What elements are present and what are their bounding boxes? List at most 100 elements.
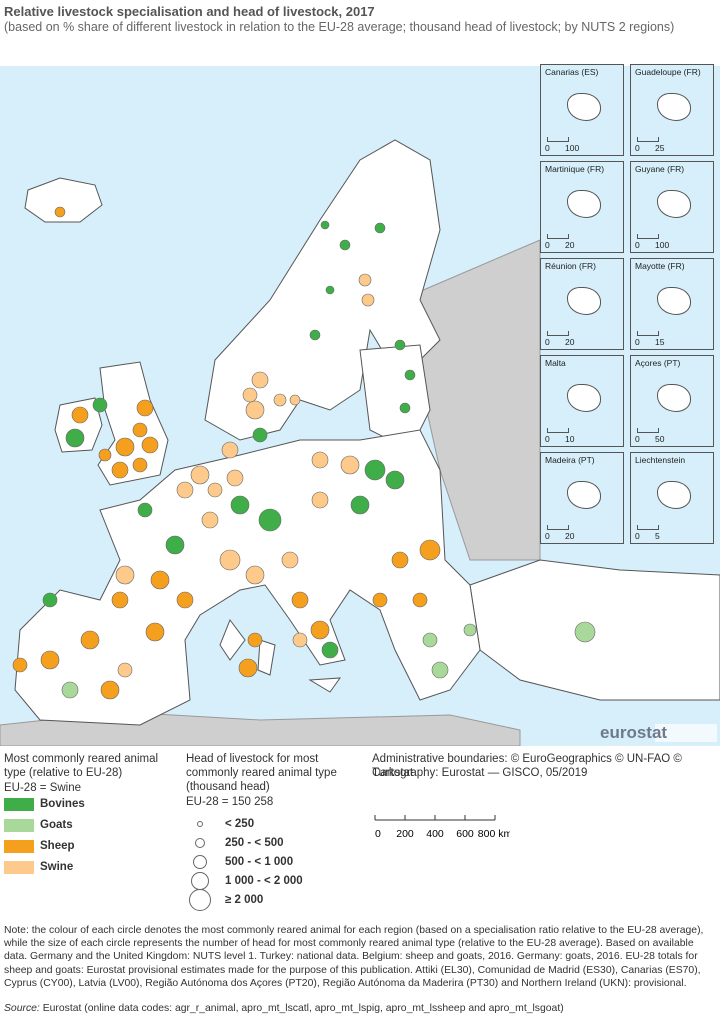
- region-circle: [61, 681, 79, 699]
- inset: Guyane (FR) 0 100: [630, 161, 714, 253]
- region-circle: [238, 658, 258, 678]
- legend-size-label: < 250: [225, 818, 255, 830]
- inset-scale-bar: [637, 137, 659, 142]
- region-circle: [242, 387, 258, 403]
- inset-label: Malta: [545, 358, 566, 368]
- region-circle: [115, 437, 135, 457]
- region-circle: [42, 592, 58, 608]
- inset: Martinique (FR) 0 20: [540, 161, 624, 253]
- inset-scale-start: 0: [545, 143, 550, 153]
- region-circle: [361, 293, 375, 307]
- inset-land: [567, 481, 601, 509]
- scalebar-label: 600: [456, 828, 474, 840]
- region-circle: [111, 591, 129, 609]
- great-britain: [97, 361, 169, 486]
- legend-circle: [197, 821, 203, 827]
- inset-scale-bar: [637, 525, 659, 530]
- region-circle: [136, 399, 154, 417]
- scalebar-label: 0: [375, 828, 381, 840]
- inset-label: Mayotte (FR): [635, 261, 685, 271]
- inset-scale-end: 20: [565, 531, 575, 541]
- region-circle: [230, 495, 250, 515]
- inset-scale-end: 15: [655, 337, 665, 347]
- region-circle: [100, 680, 120, 700]
- region-circle: [165, 535, 185, 555]
- region-circle: [115, 565, 135, 585]
- inset-scale-bar: [637, 428, 659, 433]
- legend-circle: [193, 855, 207, 869]
- source-label: Source:: [4, 1003, 40, 1014]
- inset-scale-end: 100: [565, 143, 580, 153]
- region-circle: [12, 657, 28, 673]
- inset-scale-end: 100: [655, 240, 670, 250]
- region-circle: [281, 551, 299, 569]
- inset-land: [567, 287, 601, 315]
- legend-label: Sheep: [40, 840, 75, 852]
- region-circle: [273, 393, 287, 407]
- inset-label: Martinique (FR): [545, 164, 605, 174]
- region-circle: [463, 623, 477, 637]
- region-circle: [219, 549, 241, 571]
- region-circle: [98, 448, 112, 462]
- scalebar-label: 200: [396, 828, 414, 840]
- credit-line: Cartography: Eurostat — GISCO, 05/2019: [372, 767, 588, 779]
- region-circle: [201, 511, 219, 529]
- inset-scale-start: 0: [635, 240, 640, 250]
- region-circle: [221, 441, 239, 459]
- legend-size-base: EU-28 = 150 258: [186, 796, 274, 808]
- legend-size-label: 1 000 - < 2 000: [225, 875, 303, 887]
- region-circle: [358, 273, 372, 287]
- region-circle: [137, 502, 153, 518]
- inset-scale-bar: [637, 234, 659, 239]
- inset-scale-bar: [637, 331, 659, 336]
- region-circle: [289, 394, 301, 406]
- legend-swatch: [4, 798, 34, 811]
- region-circle: [176, 481, 194, 499]
- region-circle: [111, 461, 129, 479]
- region-circle: [309, 329, 321, 341]
- region-circle: [419, 539, 441, 561]
- inset-land: [567, 190, 601, 218]
- inset-scale-end: 20: [565, 337, 575, 347]
- legend-label: Goats: [40, 819, 73, 831]
- region-circle: [176, 591, 194, 609]
- inset-scale-end: 5: [655, 531, 660, 541]
- legend-size-label: 250 - < 500: [225, 837, 284, 849]
- inset-scale-end: 50: [655, 434, 665, 444]
- inset-land: [657, 384, 691, 412]
- region-circle: [132, 422, 148, 438]
- inset: Canarias (ES) 0 100: [540, 64, 624, 156]
- inset-scale-start: 0: [545, 337, 550, 347]
- legend-label: Swine: [40, 861, 74, 873]
- islands: [219, 618, 342, 693]
- region-circle: [292, 632, 308, 648]
- legend-circle: [195, 838, 205, 848]
- source: Source: Eurostat (online data codes: agr…: [4, 1003, 564, 1014]
- inset-scale-bar: [547, 234, 569, 239]
- region-circle: [190, 465, 210, 485]
- inset-label: Réunion (FR): [545, 261, 597, 271]
- region-circle: [404, 369, 416, 381]
- inset-land: [657, 190, 691, 218]
- legend-size-title: Head of livestock for most commonly rear…: [186, 753, 337, 793]
- legend-circle: [191, 872, 209, 890]
- inset-label: Guyane (FR): [635, 164, 685, 174]
- iceland: [24, 177, 103, 223]
- region-circle: [65, 428, 85, 448]
- region-circle: [391, 551, 409, 569]
- inset-label: Açores (PT): [635, 358, 681, 368]
- title: Relative livestock specialisation and he…: [4, 4, 375, 19]
- inset-land: [657, 287, 691, 315]
- region-circle: [394, 339, 406, 351]
- region-circle: [40, 650, 60, 670]
- inset-land: [657, 481, 691, 509]
- region-circle: [374, 222, 386, 234]
- region-circle: [252, 427, 268, 443]
- region-circle: [422, 632, 438, 648]
- region-circle: [320, 220, 330, 230]
- region-circle: [385, 470, 405, 490]
- legend-swatch: [4, 861, 34, 874]
- region-circle: [92, 397, 108, 413]
- region-circle: [574, 621, 596, 643]
- region-circle: [54, 206, 66, 218]
